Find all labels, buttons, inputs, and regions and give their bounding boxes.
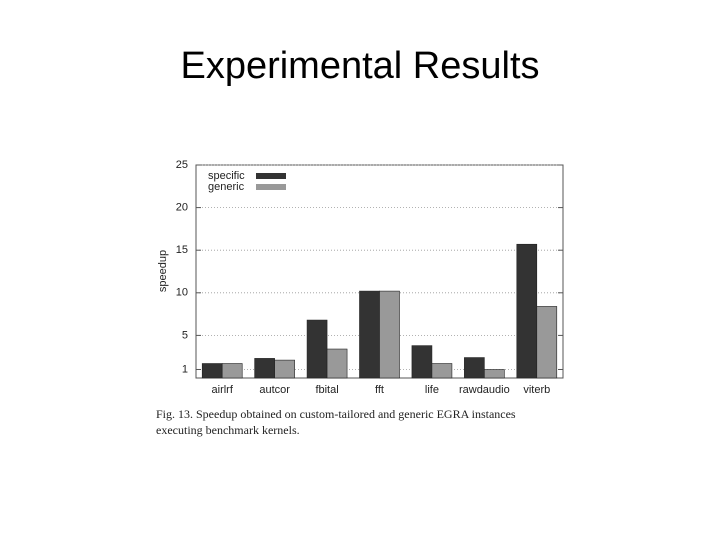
caption: executing benchmark kernels.	[156, 423, 300, 437]
bar	[254, 358, 275, 379]
bar	[201, 363, 223, 379]
caption: Fig. 13. Speedup obtained on custom-tail…	[156, 407, 516, 421]
x-tick-label: autcor	[259, 384, 290, 396]
bar	[359, 290, 380, 379]
legend-swatch	[256, 184, 286, 190]
y-tick-label: 15	[176, 244, 188, 256]
x-tick-label: fbital	[315, 384, 338, 396]
bar	[306, 319, 328, 379]
bar	[274, 359, 295, 379]
legend-swatch	[256, 173, 286, 179]
bar	[516, 243, 538, 379]
y-tick-label: 5	[182, 329, 188, 341]
legend-label: generic	[208, 181, 245, 193]
x-tick-label: life	[425, 384, 439, 396]
x-tick-label: rawdaudio	[459, 384, 510, 396]
bar	[411, 345, 433, 379]
bar	[431, 363, 453, 379]
bar	[379, 290, 400, 379]
x-tick-label: airlrf	[212, 384, 234, 396]
y-tick-label: 10	[176, 287, 188, 299]
y-axis-label: speedup	[157, 250, 169, 292]
y-tick-label: 25	[176, 159, 188, 171]
x-tick-label: fft	[375, 384, 384, 396]
y-tick-label: 20	[176, 202, 188, 214]
bar	[326, 348, 348, 379]
x-tick-label: viterb	[523, 384, 550, 396]
bar	[484, 369, 505, 379]
bar	[536, 306, 558, 379]
slide-title: Experimental Results	[180, 45, 539, 87]
bar	[221, 363, 243, 379]
y-tick-label: 1	[182, 363, 188, 375]
legend-label: specific	[208, 170, 245, 182]
bar	[464, 357, 485, 379]
